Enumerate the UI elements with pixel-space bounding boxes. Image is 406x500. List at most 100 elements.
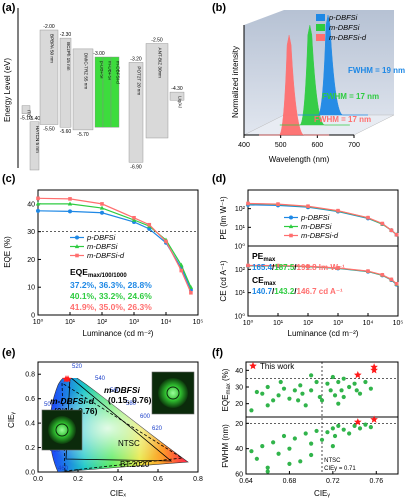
eqe-header-main: EQE xyxy=(70,267,88,277)
energy-layer-name: BPBPA 50 nm xyxy=(50,34,55,63)
literature-point xyxy=(281,386,287,391)
x-tick-label-d: 10⁰ xyxy=(243,319,254,327)
pe-max-values-value: 187.5 xyxy=(274,263,295,272)
energy-layer-name: ITO xyxy=(27,110,32,118)
literature-point xyxy=(292,436,297,441)
data-marker-d xyxy=(389,228,394,233)
legend-label-b: m-DBFSi xyxy=(329,23,360,32)
literature-point xyxy=(309,388,314,393)
cie-point-coords: (0.15, 0.76) xyxy=(108,395,152,405)
x-tick-label-d: 10² xyxy=(303,320,314,327)
data-marker-c xyxy=(132,215,136,220)
x-tick-label-e: 0.4 xyxy=(113,476,123,483)
ce-max-title-sub: max xyxy=(264,281,277,287)
legend-label-b: m-DBFSi-d xyxy=(329,33,367,42)
energy-layer-name: BCzPh 15 nm xyxy=(66,42,71,71)
x-tick-label-f: 0.68 xyxy=(283,478,297,485)
axis-label-y-f-bottom: FWHM (nm) xyxy=(221,424,230,468)
data-marker-c xyxy=(189,290,193,295)
wavelength-label: 460 xyxy=(58,466,69,472)
legend-label-d: m-DBFSi-d xyxy=(301,231,339,240)
literature-point xyxy=(319,437,325,442)
energy-value-top: -2.00 xyxy=(43,24,55,30)
literature-point xyxy=(254,389,259,395)
energy-layer-name: DMIC-TRZ 55 nm xyxy=(84,53,89,89)
literature-point xyxy=(303,403,308,408)
x-tick-label-d: 10⁴ xyxy=(363,320,374,327)
literature-point xyxy=(341,427,346,432)
energy-layer-bar xyxy=(145,43,169,139)
panel-label-b: (b) xyxy=(212,2,226,14)
x-tick-label-f: 0.64 xyxy=(239,478,253,485)
energy-layer-bar xyxy=(128,62,144,163)
legend-marker-c xyxy=(75,253,79,258)
pe-max-values-value: 191.8 lm W⁻¹ xyxy=(297,263,346,272)
literature-point xyxy=(260,444,265,449)
literature-point xyxy=(357,391,363,396)
y-tick-label-e: 0.0 xyxy=(25,470,35,477)
literature-point xyxy=(309,373,314,378)
data-marker-d xyxy=(380,221,385,226)
wavelength-label: 600 xyxy=(140,414,151,420)
energy-value-top: -2.30 xyxy=(60,32,72,38)
spectrum-peak xyxy=(298,14,368,116)
eqe-table-header: EQEmax/100/1000 xyxy=(70,267,127,279)
axis-label-x-d: Luminance (cd m⁻²) xyxy=(288,329,359,338)
panel-label-d: (d) xyxy=(212,173,226,185)
legend-swatch-b xyxy=(316,34,325,41)
literature-point xyxy=(271,440,276,445)
benchmark-scatter: EQEmax (%) FWHM (nm) CIEᵧ 2030402040600.… xyxy=(221,361,399,498)
wavelength-label: 580 xyxy=(126,401,137,407)
literature-point xyxy=(260,391,265,396)
energy-layer-bar xyxy=(169,91,185,101)
x-tick-label-b: 700 xyxy=(348,142,360,149)
energy-layer-name: m-DBFSi-d xyxy=(116,61,121,84)
literature-point xyxy=(336,423,341,428)
legend-label-d: m-DBFSi xyxy=(301,222,332,231)
plot-frame-f-bottom xyxy=(245,416,399,475)
wavelength-label: 500 xyxy=(44,402,55,408)
energy-layer-name: m-DBFSi xyxy=(108,61,113,80)
pe-max-values-sep: / xyxy=(294,263,297,272)
x-tick-label-c: 10⁰ xyxy=(33,318,44,326)
y-tick-label-e: 0.2 xyxy=(25,445,35,452)
literature-point xyxy=(281,433,287,439)
literature-point xyxy=(368,425,373,430)
data-marker-c xyxy=(36,196,40,201)
literature-point xyxy=(352,381,357,386)
y-tick-label-c: 0 xyxy=(31,313,35,320)
pe-max-title-sub: max xyxy=(263,257,276,263)
pe-max-values-value: 165.4 xyxy=(252,263,273,272)
this-work-star xyxy=(354,418,362,426)
wavelength-label: 520 xyxy=(72,364,83,370)
this-work-star xyxy=(370,415,378,423)
axis-label-y-a: Energy Level (eV) xyxy=(3,58,12,122)
literature-point xyxy=(271,398,276,403)
legend-label-b: p-DBFSi xyxy=(328,13,358,22)
x-tick-label-c: 10² xyxy=(97,319,108,326)
data-marker-d xyxy=(389,277,394,282)
literature-point xyxy=(287,461,292,466)
literature-point xyxy=(325,381,330,386)
gamut-label-bt2020: BT.2020 xyxy=(120,460,150,469)
ce-max-values-value: 140.7 xyxy=(252,287,273,296)
legend-label-f: This work xyxy=(260,362,295,371)
literature-point xyxy=(336,401,341,406)
x-tick-label-e: 0.0 xyxy=(33,476,43,483)
wavelength-label: 620 xyxy=(152,426,163,432)
series-line-c xyxy=(38,203,192,288)
literature-point xyxy=(330,374,335,380)
literature-point xyxy=(287,446,292,451)
x-tick-label-e: 0.6 xyxy=(153,476,163,483)
literature-point xyxy=(363,379,368,385)
ce-max-values-value: 143.2 xyxy=(274,287,295,296)
data-marker-d xyxy=(246,201,250,206)
literature-point xyxy=(292,388,297,393)
energy-value-bottom: -5.10 xyxy=(20,116,32,122)
literature-point xyxy=(332,433,338,439)
literature-point xyxy=(368,386,373,391)
legend-marker-d xyxy=(289,215,293,220)
pe-max-values: 165.4/187.5/191.8 lm W⁻¹ xyxy=(252,263,345,272)
y-tick-label-e: 0.4 xyxy=(25,421,35,428)
